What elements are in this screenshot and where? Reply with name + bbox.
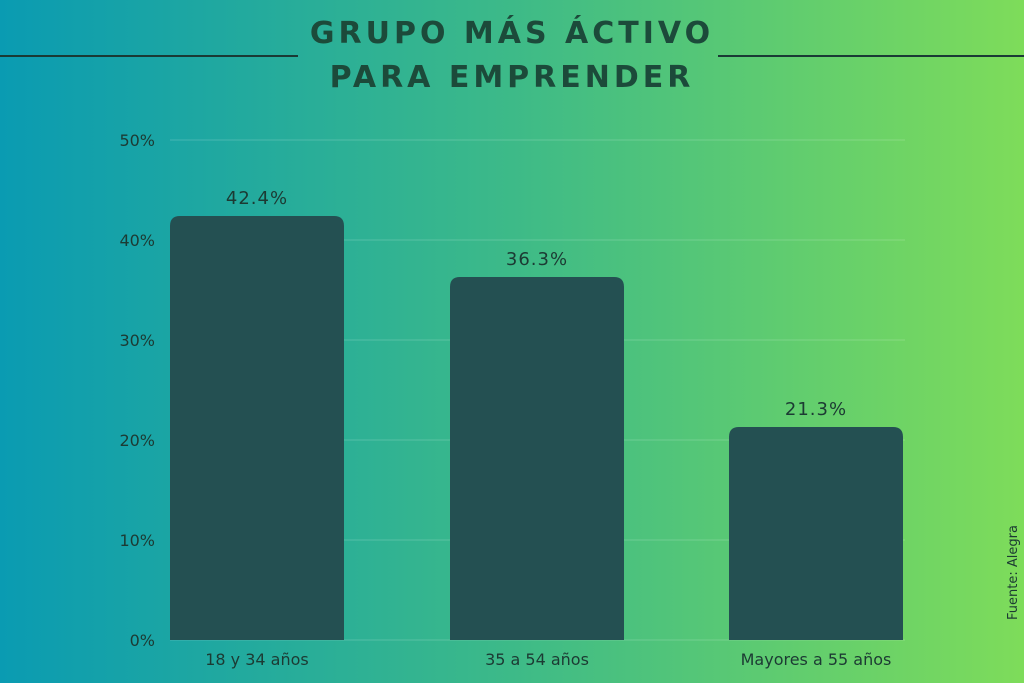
- bar-value-label: 21.3%: [785, 399, 847, 420]
- bar: [450, 277, 624, 640]
- title-rule-left: [0, 55, 298, 57]
- x-tick-label: 35 a 54 años: [485, 650, 589, 669]
- title-rule-right: [718, 55, 1024, 57]
- y-tick-label: 0%: [130, 631, 155, 650]
- bar: [729, 427, 903, 640]
- chart-title-line1: GRUPO MÁS ÁCTIVO: [309, 16, 715, 51]
- chart-title-line2: PARA EMPRENDER: [329, 60, 695, 95]
- x-tick-label: 18 y 34 años: [205, 650, 309, 669]
- y-tick-label: 20%: [119, 431, 155, 450]
- bar: [170, 216, 344, 640]
- y-tick-label: 30%: [119, 331, 155, 350]
- y-tick-label: 10%: [119, 531, 155, 550]
- y-tick-label: 40%: [119, 231, 155, 250]
- x-tick-label: Mayores a 55 años: [741, 650, 892, 669]
- source-note: Fuente: Alegra: [1006, 525, 1021, 620]
- bar-value-label: 42.4%: [226, 188, 288, 209]
- bar-value-label: 36.3%: [506, 249, 568, 270]
- y-tick-label: 50%: [119, 131, 155, 150]
